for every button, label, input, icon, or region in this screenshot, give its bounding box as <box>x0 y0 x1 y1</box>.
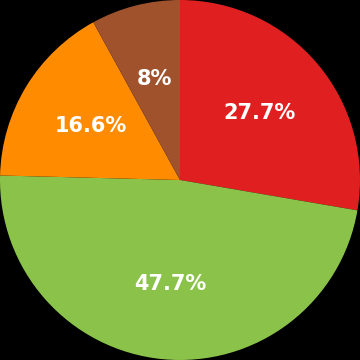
Text: 27.7%: 27.7% <box>224 103 296 123</box>
Text: 16.6%: 16.6% <box>55 116 127 136</box>
Text: 47.7%: 47.7% <box>134 274 206 294</box>
Text: 8%: 8% <box>136 69 172 89</box>
Wedge shape <box>0 22 180 180</box>
Wedge shape <box>93 0 180 180</box>
Wedge shape <box>0 175 357 360</box>
Wedge shape <box>180 0 360 210</box>
